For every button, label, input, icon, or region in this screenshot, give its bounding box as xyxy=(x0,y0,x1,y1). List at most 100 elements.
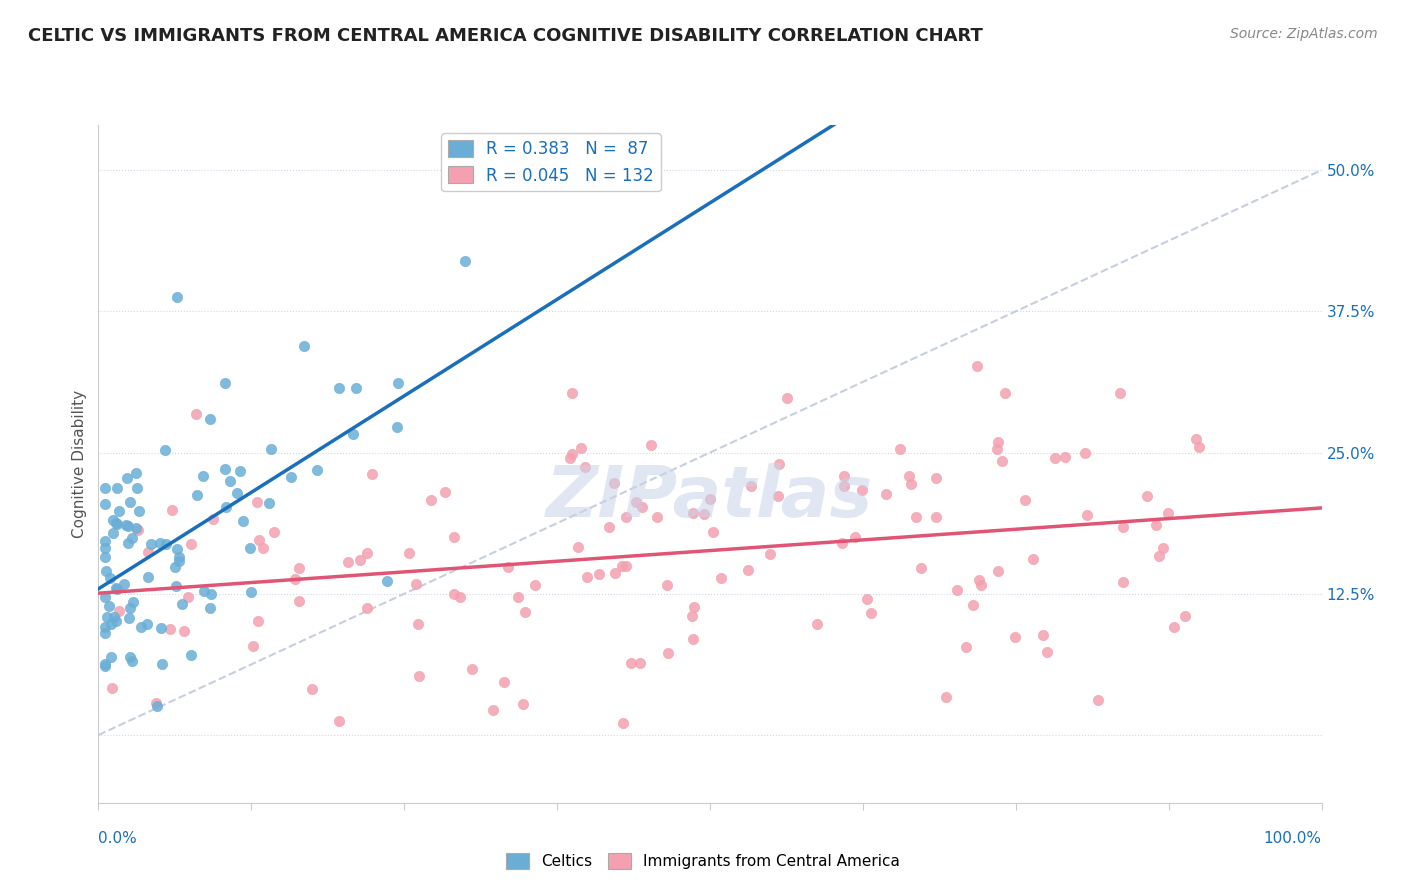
Point xyxy=(682,506,704,520)
Point xyxy=(844,530,866,544)
Point xyxy=(101,513,124,527)
Point xyxy=(96,564,118,578)
Point xyxy=(288,560,311,574)
Point xyxy=(1076,508,1098,522)
Point xyxy=(263,524,285,539)
Point xyxy=(100,649,122,664)
Point xyxy=(924,471,946,485)
Point xyxy=(104,581,127,595)
Point xyxy=(328,714,350,729)
Point xyxy=(1108,385,1130,400)
Point xyxy=(93,534,115,549)
Point xyxy=(115,471,138,485)
Point xyxy=(515,605,537,619)
Point xyxy=(155,443,177,458)
Point xyxy=(1043,450,1066,465)
Point xyxy=(831,536,853,550)
Point xyxy=(186,488,208,502)
Point xyxy=(328,381,350,395)
Point xyxy=(117,518,139,533)
Point xyxy=(94,657,117,671)
Point xyxy=(292,339,315,353)
Point xyxy=(118,611,141,625)
Point xyxy=(1111,575,1133,590)
Point xyxy=(910,561,932,575)
Point xyxy=(180,537,202,551)
Point xyxy=(387,376,409,390)
Point xyxy=(898,469,921,483)
Point xyxy=(955,640,977,654)
Point xyxy=(127,523,149,537)
Point xyxy=(162,502,184,516)
Point xyxy=(155,537,177,551)
Point xyxy=(1185,432,1208,446)
Point xyxy=(994,385,1017,400)
Text: Source: ZipAtlas.com: Source: ZipAtlas.com xyxy=(1230,27,1378,41)
Point xyxy=(889,442,911,456)
Point xyxy=(628,656,651,670)
Point xyxy=(136,570,159,584)
Point xyxy=(202,511,225,525)
Point xyxy=(574,460,596,475)
Point xyxy=(387,420,409,434)
Point xyxy=(229,464,252,478)
Point xyxy=(219,474,242,488)
Point xyxy=(259,442,281,456)
Point xyxy=(242,639,264,653)
Point xyxy=(118,600,141,615)
Point xyxy=(361,467,384,482)
Point xyxy=(169,550,191,565)
Point xyxy=(1112,520,1135,534)
Point xyxy=(1053,450,1076,464)
Point xyxy=(408,669,430,683)
Point xyxy=(759,547,782,561)
Point xyxy=(214,461,236,475)
Point xyxy=(569,441,592,455)
Point xyxy=(970,578,993,592)
Point xyxy=(966,359,988,374)
Point xyxy=(620,656,643,670)
Point xyxy=(406,617,429,632)
Point xyxy=(512,697,534,711)
Point xyxy=(280,470,302,484)
Point xyxy=(443,587,465,601)
Point xyxy=(986,565,1008,579)
Point xyxy=(692,507,714,521)
Point xyxy=(114,518,136,533)
Point xyxy=(125,521,148,535)
Point xyxy=(768,457,790,471)
Point xyxy=(173,624,195,639)
Point xyxy=(247,614,270,628)
Point xyxy=(120,495,142,509)
Point xyxy=(523,577,546,591)
Point xyxy=(855,591,877,606)
Point xyxy=(215,500,238,514)
Text: 100.0%: 100.0% xyxy=(1264,831,1322,846)
Point xyxy=(108,503,131,517)
Point xyxy=(149,536,172,550)
Point xyxy=(170,598,193,612)
Point xyxy=(657,646,679,660)
Point xyxy=(150,621,173,635)
Point xyxy=(626,494,648,508)
Point xyxy=(342,426,364,441)
Point xyxy=(117,536,139,550)
Point xyxy=(398,545,420,559)
Point xyxy=(200,601,222,615)
Point xyxy=(702,525,724,540)
Point xyxy=(93,498,115,512)
Point xyxy=(461,662,484,676)
Point xyxy=(560,451,582,466)
Point xyxy=(98,571,121,585)
Point xyxy=(1014,492,1036,507)
Point xyxy=(1036,645,1059,659)
Point xyxy=(1074,446,1097,460)
Point xyxy=(962,598,984,612)
Point xyxy=(301,681,323,696)
Point xyxy=(645,510,668,524)
Point xyxy=(603,566,626,581)
Point xyxy=(93,619,115,633)
Point xyxy=(101,681,124,695)
Point xyxy=(96,609,118,624)
Point xyxy=(120,649,142,664)
